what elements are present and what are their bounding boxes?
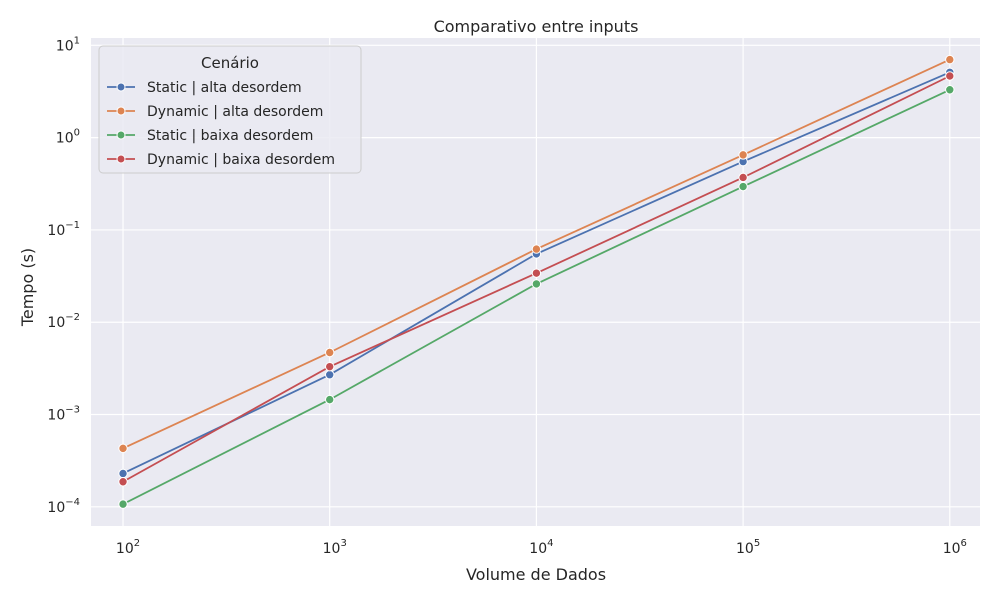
data-point [118, 499, 128, 509]
y-tick-label-base: 10 [47, 500, 65, 516]
x-tick-label: 106 [943, 538, 967, 557]
data-point [325, 394, 335, 405]
legend-label: Static | alta desordem [147, 80, 302, 96]
legend-item: Dynamic | baixa desordem [107, 152, 335, 168]
chart-title: Comparativo entre inputs [434, 17, 639, 36]
data-point [945, 71, 955, 81]
x-tick-label-base: 10 [323, 541, 341, 557]
data-point [325, 347, 335, 358]
legend-label: Dynamic | alta desordem [147, 104, 323, 120]
y-tick-label-base: 10 [47, 223, 65, 239]
x-tick-label: 105 [736, 538, 760, 557]
legend-marker [116, 106, 126, 116]
series-3 [118, 85, 955, 509]
legend: Cenário Static | alta desordem Dynamic | … [98, 45, 362, 174]
legend-item: Dynamic | alta desordem [107, 104, 323, 120]
data-point [531, 244, 542, 254]
data-point [325, 361, 335, 372]
legend-label: Static | baixa desordem [147, 128, 313, 144]
y-tick-label-base: 10 [56, 131, 74, 147]
x-tick-label-exponent: 3 [340, 538, 346, 549]
x-tick-label: 102 [116, 538, 140, 557]
y-tick-label: 10−1 [47, 220, 80, 239]
x-tick-label-base: 10 [116, 541, 134, 557]
y-tick-label-exponent: 0 [74, 128, 80, 139]
x-tick-label-base: 10 [736, 541, 754, 557]
y-tick-label: 100 [56, 128, 80, 147]
series-4 [118, 71, 955, 487]
legend-marker [116, 130, 126, 140]
data-point [945, 85, 955, 95]
x-tick-labels: 102 103 104 105 106 [116, 538, 967, 557]
y-tick-label-base: 10 [47, 315, 65, 331]
y-tick-label-base: 10 [47, 408, 65, 424]
y-tick-label: 10−3 [47, 405, 80, 424]
data-point [325, 370, 335, 380]
y-tick-label-exponent: −2 [65, 312, 80, 323]
x-tick-label: 103 [323, 538, 347, 557]
x-tick-label-exponent: 5 [754, 538, 760, 549]
x-tick-label-base: 10 [529, 541, 547, 557]
y-axis-label: Tempo (s) [18, 248, 37, 327]
x-tick-label-exponent: 4 [547, 538, 553, 549]
data-point [531, 268, 542, 278]
legend-title: Cenário [201, 54, 259, 72]
y-tick-label-exponent: −3 [65, 405, 80, 416]
x-tick-label-exponent: 6 [961, 538, 967, 549]
data-point [118, 477, 128, 487]
y-tick-label: 10−2 [47, 312, 80, 331]
x-tick-label-base: 10 [943, 541, 961, 557]
y-tick-label-base: 10 [56, 38, 74, 54]
legend-item: Static | baixa desordem [107, 128, 313, 144]
data-point [118, 468, 128, 479]
x-axis-label: Volume de Dados [466, 565, 606, 584]
series-2 [118, 54, 955, 454]
x-tick-label-exponent: 2 [134, 538, 140, 549]
data-point [738, 181, 748, 192]
y-tick-label-exponent: 1 [74, 35, 80, 46]
y-tick-label-exponent: −4 [65, 497, 80, 508]
legend-marker [116, 154, 126, 164]
y-tick-label-exponent: −1 [65, 220, 80, 231]
data-point [118, 443, 128, 454]
data-point [738, 172, 748, 183]
data-point [738, 150, 748, 160]
data-point [945, 54, 955, 65]
x-tick-label: 104 [529, 538, 553, 557]
legend-box [98, 45, 362, 174]
legend-item: Static | alta desordem [107, 80, 302, 96]
y-tick-label: 101 [56, 35, 80, 54]
legend-marker [116, 82, 126, 92]
data-point [531, 279, 542, 289]
series-lines [118, 54, 955, 509]
legend-label: Dynamic | baixa desordem [147, 152, 335, 168]
y-tick-label: 10−4 [47, 497, 80, 516]
